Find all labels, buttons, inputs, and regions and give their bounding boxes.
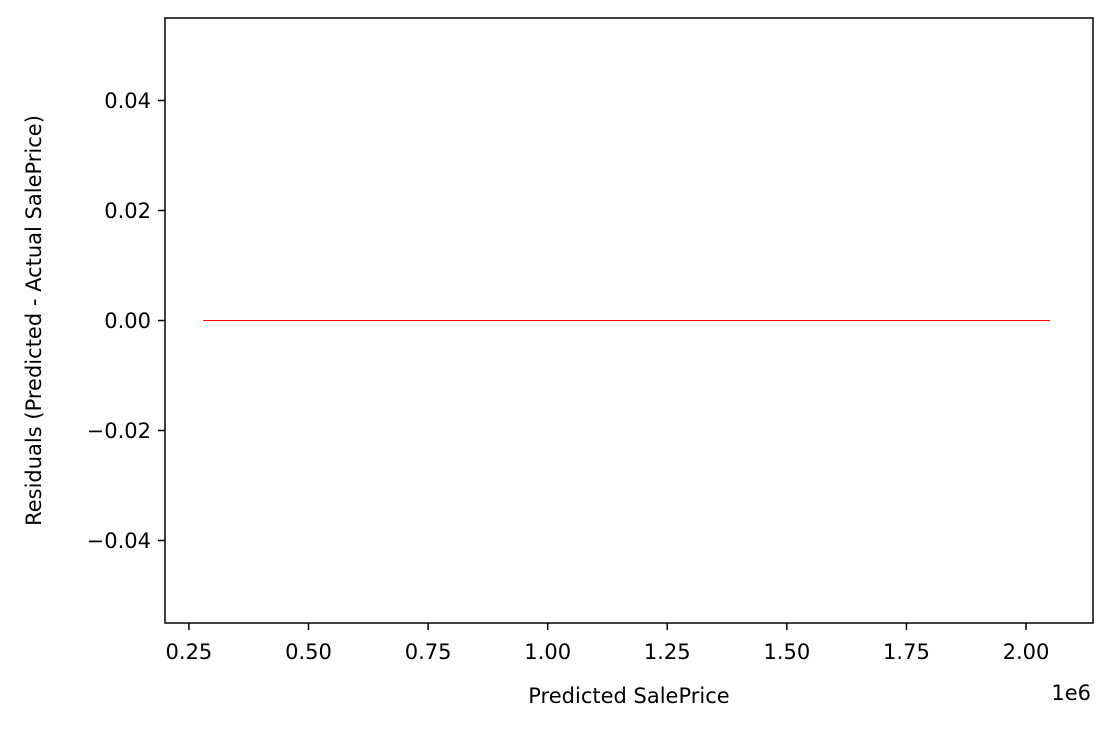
x-tick-label: 1.00 bbox=[524, 640, 571, 664]
y-axis-label: Residuals (Predicted - Actual SalePrice) bbox=[22, 115, 46, 526]
y-tick-label: 0.02 bbox=[104, 199, 151, 223]
x-tick-label: 2.00 bbox=[1003, 640, 1050, 664]
y-tick-label: −0.02 bbox=[87, 419, 151, 443]
x-tick-label: 1.50 bbox=[763, 640, 810, 664]
x-axis-label: Predicted SalePrice bbox=[528, 684, 729, 708]
x-axis-ticks: 0.25 0.50 0.75 1.00 1.25 1.50 1.75 2.00 bbox=[166, 623, 1050, 664]
x-tick-label: 0.50 bbox=[285, 640, 332, 664]
x-tick-label: 1.75 bbox=[883, 640, 930, 664]
y-axis-ticks: −0.04 −0.02 0.00 0.02 0.04 bbox=[87, 89, 165, 553]
x-tick-label: 0.75 bbox=[405, 640, 452, 664]
x-tick-label: 0.25 bbox=[166, 640, 213, 664]
plot-frame bbox=[164, 17, 1094, 624]
y-tick-label: 0.00 bbox=[104, 309, 151, 333]
x-axis-offset-label: 1e6 bbox=[1051, 681, 1091, 705]
x-tick-label: 1.25 bbox=[644, 640, 691, 664]
y-tick-label: −0.04 bbox=[87, 529, 151, 553]
y-tick-label: 0.04 bbox=[104, 89, 151, 113]
